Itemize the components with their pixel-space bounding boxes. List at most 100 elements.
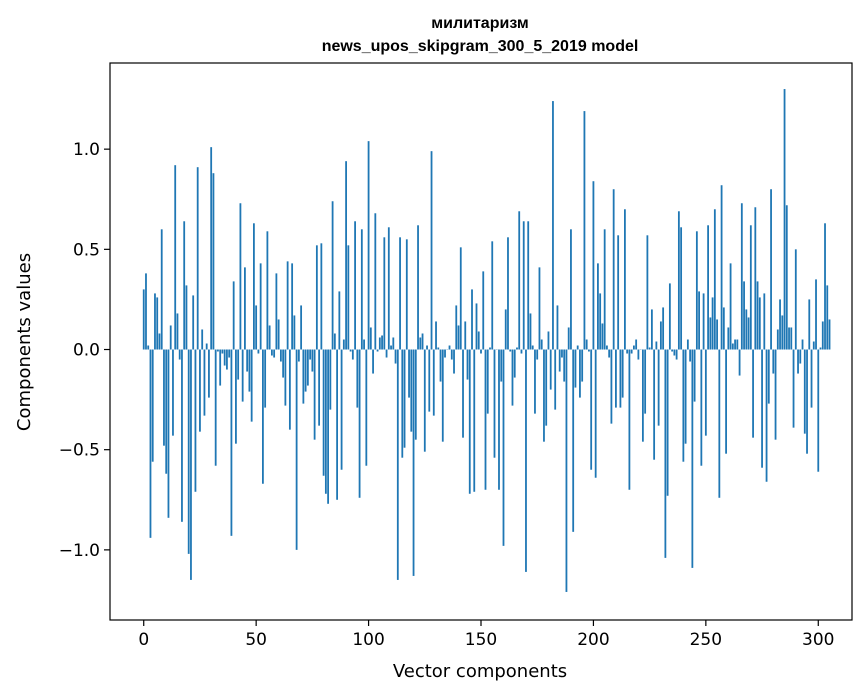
bar bbox=[221, 349, 224, 354]
bar bbox=[637, 349, 640, 360]
bar bbox=[817, 349, 820, 472]
bar bbox=[183, 221, 186, 350]
bar bbox=[686, 339, 689, 350]
bar bbox=[340, 349, 343, 470]
bar bbox=[302, 349, 305, 404]
bar bbox=[594, 349, 597, 478]
bar bbox=[754, 207, 757, 350]
bar bbox=[338, 291, 341, 350]
bar bbox=[169, 325, 172, 350]
bar bbox=[529, 313, 532, 350]
bar bbox=[156, 297, 159, 350]
y-tick-label: 1.0 bbox=[73, 140, 100, 160]
bar bbox=[756, 281, 759, 350]
bar bbox=[588, 349, 590, 352]
bar bbox=[154, 293, 156, 350]
bar bbox=[248, 349, 251, 392]
y-axis-label: Components values bbox=[14, 253, 35, 431]
bar bbox=[163, 349, 165, 446]
bar bbox=[284, 349, 287, 406]
bar bbox=[601, 323, 604, 350]
bar bbox=[381, 335, 383, 350]
bar bbox=[466, 349, 469, 380]
y-tick-label: 0.5 bbox=[73, 240, 100, 260]
bar bbox=[333, 333, 336, 350]
bar bbox=[783, 89, 786, 350]
bar bbox=[212, 173, 215, 350]
bar bbox=[394, 349, 397, 364]
bar bbox=[455, 305, 458, 350]
bar bbox=[244, 267, 246, 350]
bar bbox=[599, 293, 602, 350]
bar bbox=[765, 349, 768, 482]
bar bbox=[246, 349, 249, 372]
bar bbox=[509, 349, 512, 352]
bar bbox=[291, 263, 294, 350]
bar bbox=[468, 349, 471, 494]
bar bbox=[567, 327, 570, 350]
bar bbox=[621, 349, 624, 398]
bar bbox=[464, 321, 467, 350]
bar bbox=[801, 339, 804, 350]
y-tick-label: 0.0 bbox=[73, 341, 100, 361]
bar bbox=[491, 241, 494, 350]
bar bbox=[432, 349, 435, 416]
bar bbox=[718, 349, 721, 498]
bar bbox=[826, 285, 829, 350]
bar bbox=[372, 349, 374, 374]
bar bbox=[761, 349, 763, 468]
bar bbox=[612, 189, 615, 350]
bar bbox=[181, 349, 183, 522]
bar bbox=[561, 349, 563, 358]
bar bbox=[603, 229, 606, 350]
bar bbox=[558, 349, 561, 372]
bar bbox=[513, 349, 516, 378]
bar bbox=[439, 349, 442, 382]
bar bbox=[304, 349, 307, 392]
x-tick-label: 50 bbox=[245, 630, 267, 650]
bar bbox=[772, 349, 775, 374]
bar bbox=[563, 349, 566, 382]
bar bbox=[624, 209, 626, 350]
bar bbox=[650, 309, 653, 350]
bar bbox=[608, 349, 611, 358]
bar bbox=[666, 349, 669, 496]
bar bbox=[518, 211, 521, 350]
bar bbox=[779, 299, 781, 350]
bar bbox=[606, 345, 608, 350]
bar bbox=[336, 349, 338, 500]
bar bbox=[273, 349, 276, 358]
bar bbox=[711, 297, 714, 350]
bar bbox=[176, 313, 179, 350]
bar bbox=[210, 147, 213, 350]
bar bbox=[293, 315, 296, 350]
bar bbox=[633, 345, 635, 350]
bar bbox=[369, 327, 372, 350]
bar bbox=[482, 271, 485, 350]
bar bbox=[790, 327, 793, 350]
bar bbox=[570, 229, 572, 350]
bar bbox=[668, 283, 671, 350]
bar bbox=[545, 349, 548, 426]
bar bbox=[536, 349, 539, 360]
chart-title: милитаризм bbox=[431, 15, 528, 32]
bar bbox=[680, 227, 683, 350]
bar bbox=[354, 221, 356, 350]
bar bbox=[776, 329, 779, 350]
bar bbox=[268, 325, 271, 350]
bar bbox=[493, 349, 496, 458]
bar bbox=[554, 349, 557, 410]
bar bbox=[628, 349, 631, 490]
bar bbox=[729, 263, 732, 350]
bar bbox=[378, 337, 381, 350]
bar bbox=[792, 349, 795, 428]
bar bbox=[543, 349, 545, 442]
bar bbox=[363, 339, 365, 350]
bar bbox=[734, 339, 736, 350]
bar bbox=[740, 203, 743, 350]
bar bbox=[423, 349, 426, 452]
bar bbox=[522, 221, 525, 350]
bar bbox=[430, 151, 433, 350]
bar bbox=[255, 305, 258, 350]
bar bbox=[590, 349, 593, 470]
